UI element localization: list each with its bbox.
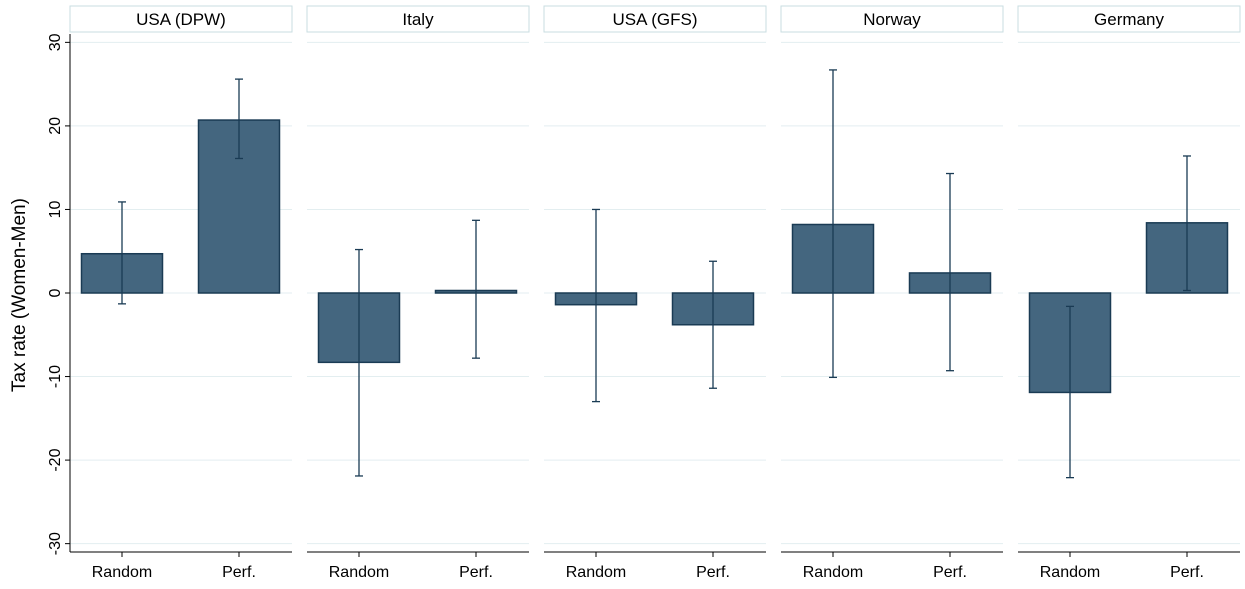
x-tick-label: Random — [803, 564, 863, 581]
panel-header — [1017, 5, 1241, 33]
panel-title: Italy — [402, 10, 434, 29]
y-axis-label: Tax rate (Women-Men) — [9, 198, 30, 392]
x-tick-label: Perf. — [459, 564, 493, 581]
y-tick-label: 20 — [47, 117, 64, 135]
panel-header — [543, 5, 767, 33]
x-tick-label: Perf. — [933, 564, 967, 581]
x-tick-label: Random — [1040, 564, 1100, 581]
x-tick-label: Random — [566, 564, 626, 581]
y-tick-label: -20 — [47, 448, 64, 471]
x-tick-label: Random — [92, 564, 152, 581]
panel-header — [306, 5, 530, 33]
panel-header — [69, 5, 293, 33]
x-tick-label: Random — [329, 564, 389, 581]
y-tick-label: 0 — [47, 288, 64, 297]
y-tick-label: 10 — [47, 200, 64, 218]
x-tick-label: Perf. — [696, 564, 730, 581]
panel-header — [780, 5, 1004, 33]
panel-title: Norway — [863, 10, 921, 29]
y-tick-label: -30 — [47, 532, 64, 555]
panel-title: USA (GFS) — [612, 10, 697, 29]
x-tick-label: Perf. — [1170, 564, 1204, 581]
y-tick-label: -10 — [47, 365, 64, 388]
y-tick-label: 30 — [47, 33, 64, 51]
panel-title: USA (DPW) — [136, 10, 226, 29]
panel-title: Germany — [1094, 10, 1164, 29]
x-tick-label: Perf. — [222, 564, 256, 581]
